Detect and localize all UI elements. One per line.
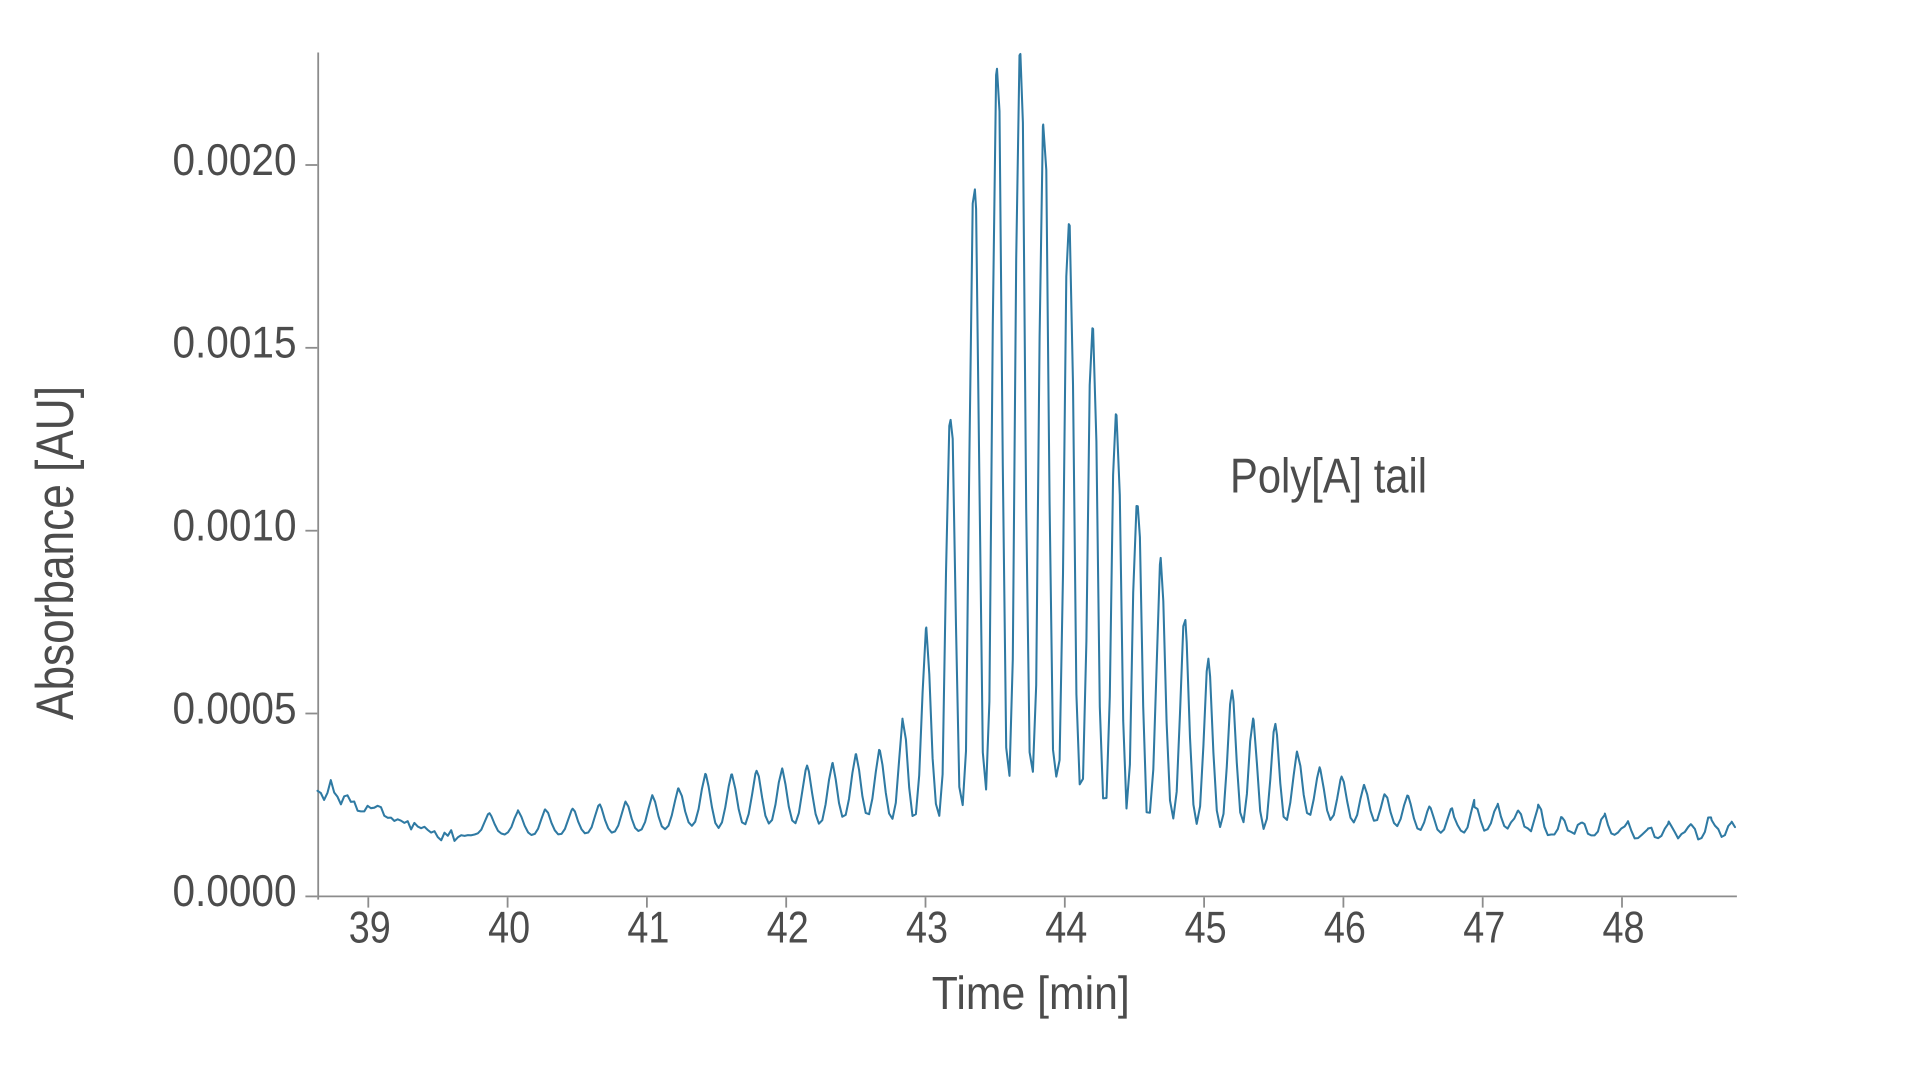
svg-text:48: 48 [1603, 904, 1645, 953]
svg-text:40: 40 [488, 904, 530, 953]
svg-text:39: 39 [349, 904, 391, 953]
svg-text:0.0010: 0.0010 [173, 502, 297, 551]
svg-text:Poly[A] tail: Poly[A] tail [1230, 450, 1427, 504]
svg-text:45: 45 [1185, 904, 1227, 953]
svg-text:Absorbance [AU]: Absorbance [AU] [26, 386, 85, 720]
svg-text:0.0005: 0.0005 [173, 684, 297, 733]
svg-text:47: 47 [1463, 904, 1505, 953]
svg-text:42: 42 [767, 904, 809, 953]
svg-text:Time [min]: Time [min] [932, 967, 1130, 1019]
svg-text:46: 46 [1324, 904, 1366, 953]
svg-text:41: 41 [627, 904, 669, 953]
svg-text:0.0020: 0.0020 [173, 136, 297, 185]
svg-text:0.0000: 0.0000 [173, 867, 297, 916]
svg-text:0.0015: 0.0015 [173, 319, 297, 368]
svg-text:44: 44 [1045, 904, 1087, 953]
svg-text:43: 43 [906, 904, 948, 953]
